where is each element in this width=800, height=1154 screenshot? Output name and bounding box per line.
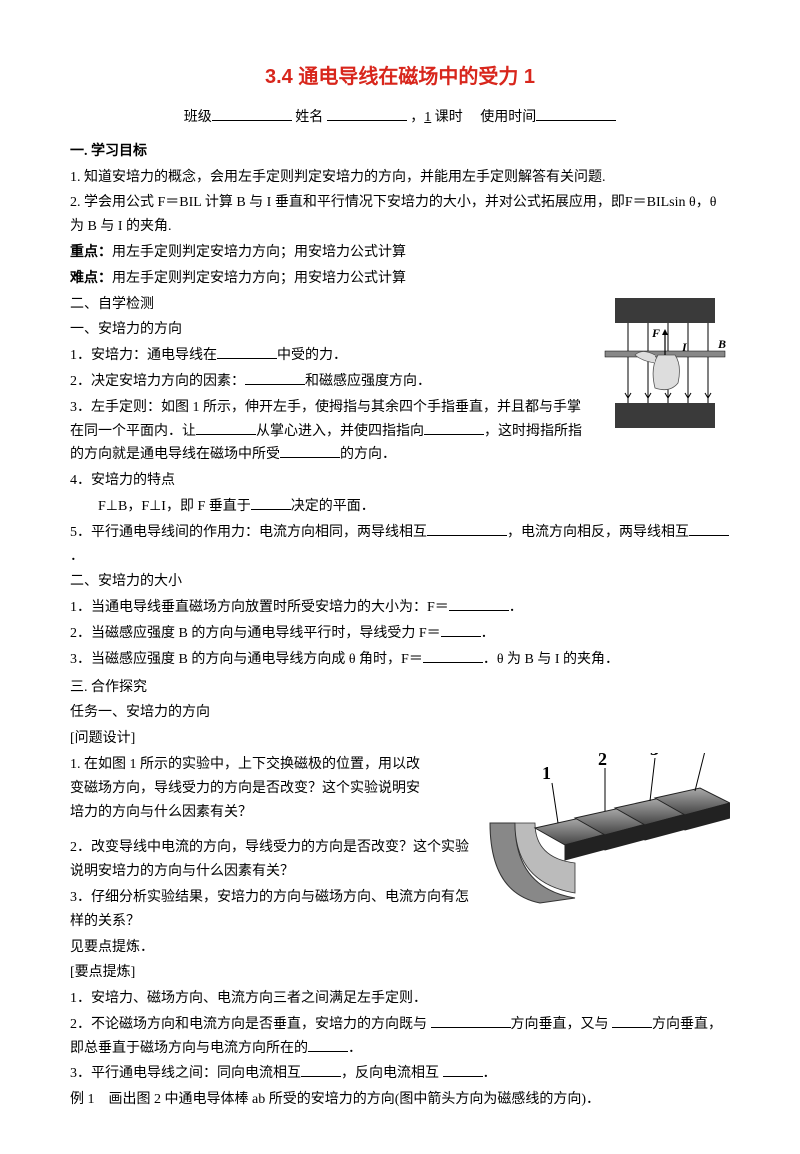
s2-p4a: F⊥B，F⊥I，即 F 垂直于决定的平面． (70, 495, 730, 519)
class-blank (212, 106, 292, 121)
page-title: 3.4 通电导线在磁场中的受力 1 (70, 60, 730, 94)
class-label: 班级 (184, 110, 212, 125)
svg-text:2: 2 (598, 753, 607, 769)
s3-r3: 3．平行通电导线之间：同向电流相互，反向电流相互 ． (70, 1062, 730, 1086)
time-label: 使用时间 (480, 110, 536, 125)
s1-p1: 1. 知道安培力的概念，会用左手定则判定安培力的方向，并能用左手定则解答有关问题… (70, 166, 730, 190)
s3-refine: [要点提炼] (70, 961, 730, 985)
figure-2-magnets: 1 2 3 4 (480, 753, 730, 913)
figure-1-lefthand: F I B (600, 293, 730, 433)
s2-q2: 2．当磁感应强度 B 的方向与通电导线平行时，导线受力 F＝． (70, 622, 730, 646)
section1-heading: 一. 学习目标 (70, 140, 730, 164)
s3-task1: 任务一、安培力的方向 (70, 701, 730, 725)
s3-r2: 2．不论磁场方向和电流方向是否垂直，安培力的方向既与 方向垂直，又与 方向垂直，… (70, 1013, 730, 1061)
s3-tips: 见要点提炼． (70, 936, 730, 960)
s1-p2: 2. 学会用公式 F＝BIL 计算 B 与 I 垂直和平行情况下安培力的大小，并… (70, 191, 730, 239)
s2-sub2: 二、安培力的大小 (70, 570, 730, 594)
header-line: 班级 姓名 ，1 课时 使用时间 (70, 106, 730, 130)
s3-p1: 1. 在如图 1 所示的实验中，上下交换磁极的位置，用以改变磁场方向，导线受力的… (70, 753, 430, 824)
difficult-text: 用左手定则判定安培力方向；用安培力公式计算 (112, 271, 406, 286)
s2-q1: 1．当通电导线垂直磁场方向放置时所受安培力的大小为：F＝． (70, 596, 730, 620)
s2-p4: 4．安培力的特点 (70, 469, 730, 493)
keypoint-text: 用左手定则判定安培力方向；用安培力公式计算 (112, 245, 406, 260)
section3-heading: 三. 合作探究 (70, 676, 730, 700)
period-value: 1 (424, 110, 431, 125)
s1-difficult: 难点：用左手定则判定安培力方向；用安培力公式计算 (70, 267, 730, 291)
keypoint-label: 重点： (70, 245, 112, 260)
svg-text:3: 3 (650, 753, 659, 759)
name-blank (327, 106, 407, 121)
s2-q3: 3．当磁感应强度 B 的方向与通电导线方向成 θ 角时，F＝．θ 为 B 与 I… (70, 648, 730, 672)
s1-keypoint: 重点：用左手定则判定安培力方向；用安培力公式计算 (70, 241, 730, 265)
svg-text:1: 1 (542, 763, 551, 783)
s3-ex1: 例 1 画出图 2 中通电导体棒 ab 所受的安培力的方向(图中箭头方向为磁感线… (70, 1088, 730, 1112)
period-suffix: 课时 (435, 110, 463, 125)
s2-p5: 5．平行通电导线间的作用力：电流方向相同，两导线相互，电流方向相反，两导线相互． (70, 521, 730, 569)
svg-text:F: F (651, 326, 660, 340)
s3-design: [问题设计] (70, 727, 730, 751)
name-label: 姓名 (295, 110, 323, 125)
time-blank (536, 106, 616, 121)
difficult-label: 难点： (70, 271, 112, 286)
svg-text:B: B (717, 337, 726, 351)
s3-r1: 1．安培力、磁场方向、电流方向三者之间满足左手定则． (70, 987, 730, 1011)
